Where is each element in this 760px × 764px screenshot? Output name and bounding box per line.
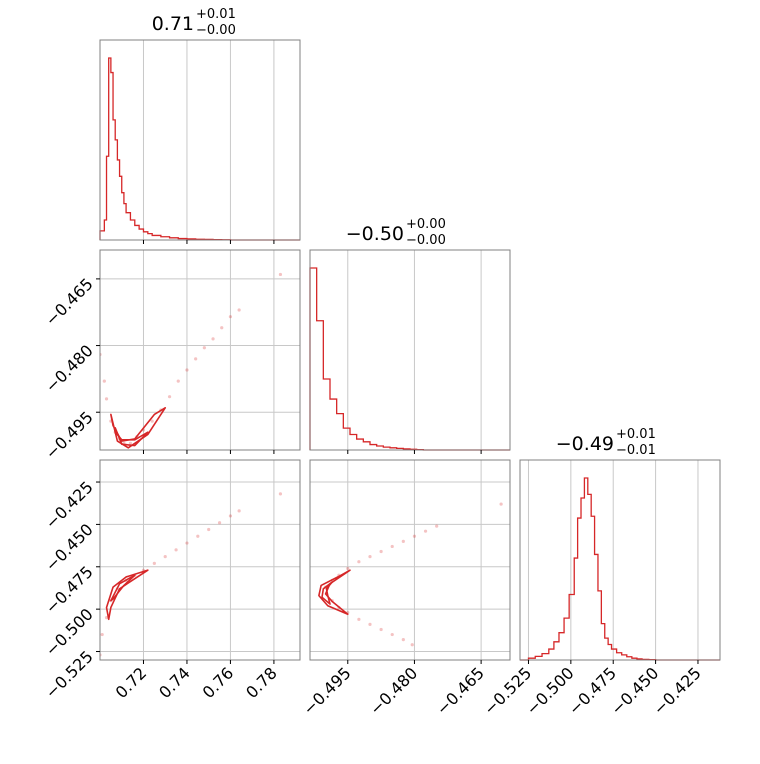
x-tick-label: 0.76 <box>199 663 238 702</box>
scatter-point <box>390 544 394 549</box>
scatter-point <box>278 272 283 277</box>
y-tick-label: −0.425 <box>42 477 97 532</box>
scatter-point <box>228 514 233 518</box>
scatter-point <box>202 346 206 350</box>
scatter-point <box>152 561 156 565</box>
title-upper-error: +0.01 <box>196 7 236 22</box>
panel-title-1: −0.50 +0.00−0.00 <box>346 217 446 248</box>
scatter-point <box>423 529 428 533</box>
contour-0 <box>105 569 149 621</box>
y-tick-label: −0.480 <box>42 341 97 396</box>
title-upper-error: +0.00 <box>406 217 446 232</box>
histogram-panel-1 <box>309 249 511 451</box>
scatter-point <box>185 368 189 372</box>
x-tick-label: −0.480 <box>366 663 421 718</box>
scatter-point <box>211 337 215 341</box>
x-tick-label: −0.425 <box>649 663 704 718</box>
scatter-point <box>104 397 109 401</box>
scatter-point <box>174 548 178 552</box>
histogram-0 <box>99 57 300 241</box>
scatter-point <box>401 638 405 642</box>
scatter-panel-1-2 <box>309 459 511 661</box>
x-tick-label: −0.495 <box>299 663 354 718</box>
panel-title-0: 0.71 +0.01−0.00 <box>152 7 236 38</box>
scatter-point <box>163 555 167 559</box>
scatter-group-0-1 <box>100 272 283 449</box>
x-tick-label: 0.78 <box>242 663 281 702</box>
title-value: 0.71 <box>152 13 194 35</box>
scatter-point <box>499 502 503 506</box>
scatter-point <box>412 534 417 538</box>
scatter-point <box>167 395 172 399</box>
y-tick-label: −0.495 <box>42 408 97 463</box>
panel-title-2: −0.49 +0.01−0.01 <box>556 427 656 458</box>
scatter-point <box>379 549 383 554</box>
scatter-point <box>228 315 233 319</box>
histogram-panel-0 <box>99 39 301 241</box>
histogram-panel-2 <box>519 459 721 661</box>
scatter-point <box>410 643 414 647</box>
scatter-point <box>220 326 224 330</box>
scatter-point <box>185 541 189 545</box>
histogram-2 <box>520 477 720 661</box>
scatter-point <box>435 524 439 528</box>
scatter-point <box>196 534 200 538</box>
x-tick-label: 0.74 <box>155 663 194 702</box>
scatter-point <box>278 492 283 496</box>
title-lower-error: −0.00 <box>196 23 236 38</box>
scatter-point <box>102 379 106 383</box>
scatter-group-0-2 <box>100 492 283 657</box>
scatter-point <box>357 617 361 621</box>
scatter-point <box>150 419 154 423</box>
scatter-point <box>357 560 361 564</box>
title-upper-error: +0.01 <box>616 427 656 442</box>
scatter-point <box>237 308 241 312</box>
scatter-panel-0-1 <box>99 249 301 451</box>
scatter-point <box>104 616 109 620</box>
scatter-point <box>368 622 372 627</box>
scatter-point <box>128 441 133 445</box>
scatter-point <box>401 539 405 543</box>
scatter-point <box>176 379 180 383</box>
scatter-point <box>194 357 198 361</box>
title-lower-error: −0.01 <box>616 443 656 458</box>
scatter-point <box>217 521 222 525</box>
x-tick-label: −0.465 <box>433 663 488 718</box>
scatter-panel-0-2 <box>99 459 301 661</box>
scatter-point <box>379 627 383 632</box>
scatter-point <box>368 555 372 559</box>
x-tick-label: 0.72 <box>112 663 151 702</box>
y-tick-label: −0.465 <box>42 274 97 329</box>
contour-1 <box>321 581 334 605</box>
contour-1 <box>110 574 136 602</box>
scatter-point <box>390 632 394 637</box>
histogram-1 <box>309 267 510 451</box>
scatter-point <box>100 632 104 637</box>
title-value: −0.50 <box>346 223 404 245</box>
scatter-point <box>207 527 211 532</box>
contour-1 <box>114 426 149 447</box>
scatter-point <box>346 566 350 571</box>
title-value: −0.49 <box>556 433 614 455</box>
contour-0 <box>318 569 351 616</box>
scatter-point <box>237 509 241 513</box>
scatter-group-1-2 <box>318 502 503 647</box>
title-lower-error: −0.00 <box>406 233 446 248</box>
